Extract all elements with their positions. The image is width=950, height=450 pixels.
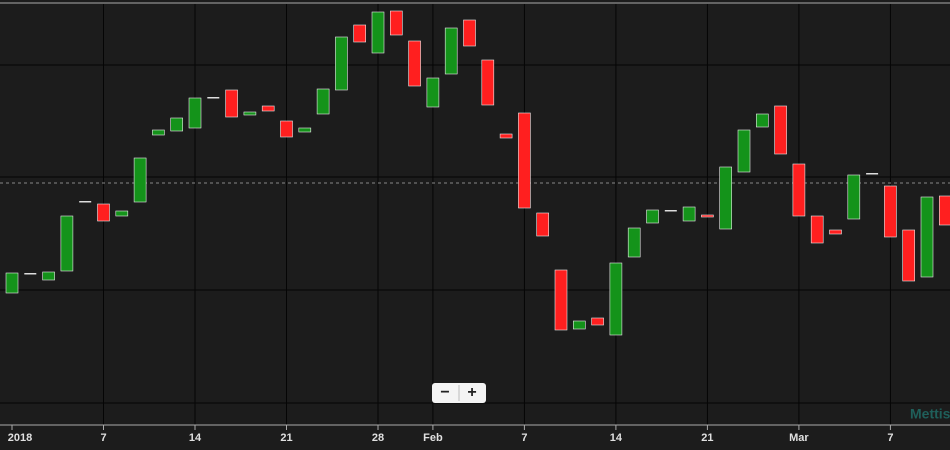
candle-body: [682, 206, 696, 222]
candle-body: [774, 105, 787, 155]
candle-body: [920, 196, 934, 278]
candle-body: [353, 24, 367, 43]
candle-body: [755, 113, 769, 128]
candle-body: [463, 19, 476, 47]
x-tick-label: 14: [189, 432, 202, 444]
candle-body: [371, 11, 385, 54]
candle-body: [426, 77, 440, 108]
candle-body: [335, 36, 348, 91]
x-tick-label: 7: [521, 432, 527, 444]
candle-body: [243, 111, 257, 116]
candle-body: [298, 127, 312, 133]
candle-body: [42, 271, 55, 281]
candle-body: [97, 203, 110, 222]
x-tick-label: 7: [100, 432, 106, 444]
candle-body: [792, 163, 806, 217]
x-tick-label: 28: [372, 432, 384, 444]
candle-body: [481, 59, 495, 106]
candle-body: [444, 27, 458, 75]
x-tick-label: 14: [610, 432, 623, 444]
x-axis: 2018 7 14 21 28 Feb 7 14 21 Mar 7: [8, 425, 893, 444]
candle-body: [847, 174, 861, 220]
candle-body: [609, 262, 623, 336]
candle-body: [884, 185, 897, 238]
candle-body: [518, 112, 531, 209]
candle-body: [737, 129, 751, 173]
watermark: Mettis: [910, 406, 950, 422]
candle-body: [5, 272, 19, 294]
x-tick-label: Feb: [423, 432, 443, 444]
x-tick-label: 21: [280, 432, 292, 444]
candle-body: [810, 215, 824, 244]
candle-body: [170, 117, 183, 132]
candle-body: [536, 212, 550, 237]
candle-body: [499, 133, 513, 139]
x-tick-label: 21: [701, 432, 713, 444]
candle-body: [188, 97, 202, 129]
candle-body: [938, 195, 950, 226]
zoom-out-button[interactable]: −: [440, 384, 449, 401]
candle-body: [627, 227, 641, 258]
candle-body: [664, 210, 677, 212]
candle-body: [829, 229, 842, 235]
candle-body: [225, 89, 238, 118]
candle-body: [79, 201, 92, 203]
x-tick-label: 7: [887, 432, 893, 444]
candle-body: [572, 320, 586, 330]
candle-body: [701, 214, 714, 218]
candle-body: [591, 317, 604, 326]
candle-body: [152, 129, 165, 136]
x-tick-label: Mar: [789, 432, 809, 444]
candle-body: [408, 40, 421, 87]
candle-body: [866, 173, 879, 175]
candle-body: [60, 215, 74, 272]
candle-body: [261, 105, 275, 112]
candle-body: [24, 273, 37, 275]
zoom-in-button[interactable]: +: [467, 384, 476, 401]
zoom-controls: − +: [432, 383, 486, 403]
candle-body: [316, 88, 330, 115]
candle-body: [389, 10, 403, 36]
candle-body: [115, 210, 129, 217]
candles: [0, 10, 950, 336]
x-tick-label: 2018: [8, 432, 32, 444]
candle-body: [719, 166, 733, 230]
candle-body: [207, 97, 220, 99]
candle-body: [133, 157, 147, 203]
candle-body: [646, 209, 659, 224]
candle-body: [902, 229, 916, 282]
candle-body: [280, 120, 293, 138]
candle-body: [554, 269, 568, 331]
